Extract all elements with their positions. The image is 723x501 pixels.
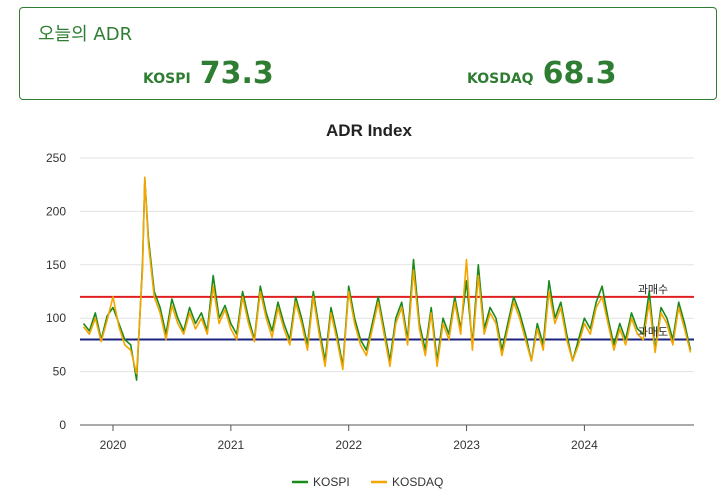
kosdaq-label: KOSDAQ: [467, 71, 534, 87]
kospi-series-line: [82, 178, 692, 381]
y-tick-label: 0: [59, 418, 66, 432]
kospi-value: 73.3: [199, 56, 274, 91]
oversold-label: 과매도: [638, 326, 668, 339]
legend-label: KOSDAQ: [392, 475, 443, 489]
axes: 0 50 100 150 200 250 2020 2021 2022 2023 2024: [46, 151, 694, 452]
x-tick-label: 2024: [571, 438, 598, 452]
grid: [80, 157, 694, 426]
y-tick-label: 50: [53, 365, 67, 379]
adr-summary-card: 오늘의 ADR KOSPI 73.3 KOSDAQ 68.3: [19, 7, 717, 100]
kospi-label: KOSPI: [143, 71, 191, 87]
kosdaq-value: 68.3: [542, 56, 617, 91]
kosdaq-series-line: [82, 176, 692, 375]
x-tick-label: 2020: [100, 438, 127, 452]
y-tick-label: 150: [46, 258, 66, 272]
legend-label: KOSPI: [313, 475, 350, 489]
legend-item-kosdaq[interactable]: KOSDAQ: [371, 475, 443, 489]
x-tick-label: 2022: [335, 438, 362, 452]
chart-title: ADR Index: [326, 121, 413, 140]
y-tick-label: 100: [46, 311, 66, 325]
legend-item-kospi[interactable]: KOSPI: [292, 475, 350, 489]
reference-lines: [80, 295, 694, 341]
x-tick-label: 2021: [217, 438, 244, 452]
x-tick-label: 2023: [453, 438, 480, 452]
summary-title: 오늘의 ADR: [38, 24, 133, 45]
legend[interactable]: KOSPI KOSDAQ: [292, 475, 443, 489]
y-tick-label: 200: [46, 204, 66, 218]
adr-index-chart: ADR Index 0 50 100 150 200 250 2020 2021 2022 202…: [46, 121, 694, 489]
series-lines: [82, 176, 692, 381]
y-tick-label: 250: [46, 151, 66, 165]
kosdaq-metric: KOSDAQ 68.3: [467, 56, 617, 91]
kospi-metric: KOSPI 73.3: [143, 56, 274, 91]
overbought-label: 과매수: [638, 283, 668, 296]
